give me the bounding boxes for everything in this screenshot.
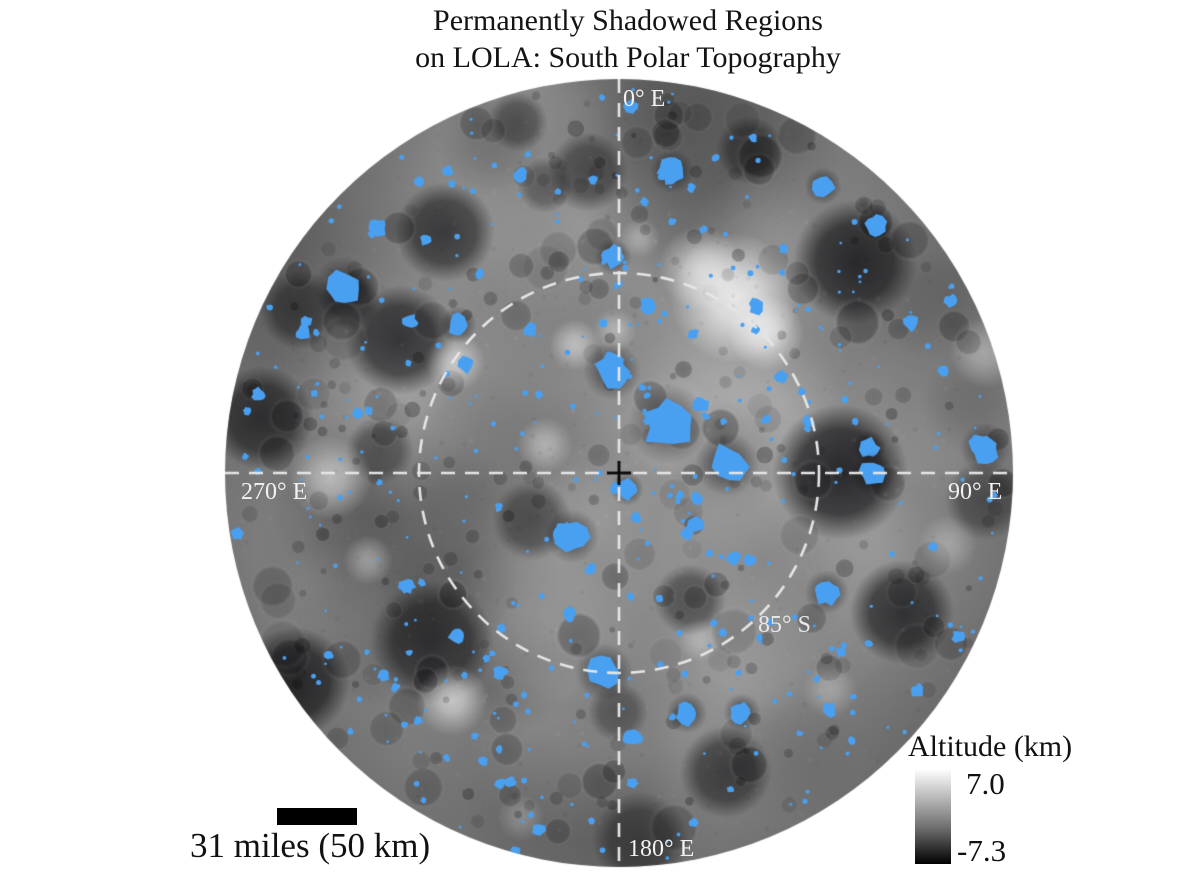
grid-label-180e: 180° E (628, 836, 695, 862)
grid-label-90e: 90° E (948, 479, 1003, 505)
figure-title-line1: Permanently Shadowed Regions (433, 4, 823, 37)
figure-title: Permanently Shadowed Regions on LOLA: So… (28, 2, 1200, 76)
colorbar-title: Altitude (km) (908, 730, 1073, 763)
grid-label-270e: 270° E (241, 479, 308, 505)
colorbar-min-value: -7.3 (957, 833, 1007, 868)
colorbar-max-value: 7.0 (966, 766, 1005, 801)
colorbar-gradient (915, 769, 951, 864)
figure-title-line2: on LOLA: South Polar Topography (415, 41, 841, 74)
grid-label-85s: 85° S (758, 612, 811, 638)
scale-bar-label: 31 miles (50 km) (190, 826, 431, 865)
grid-label-0e: 0° E (623, 86, 666, 112)
scale-bar (277, 808, 357, 825)
